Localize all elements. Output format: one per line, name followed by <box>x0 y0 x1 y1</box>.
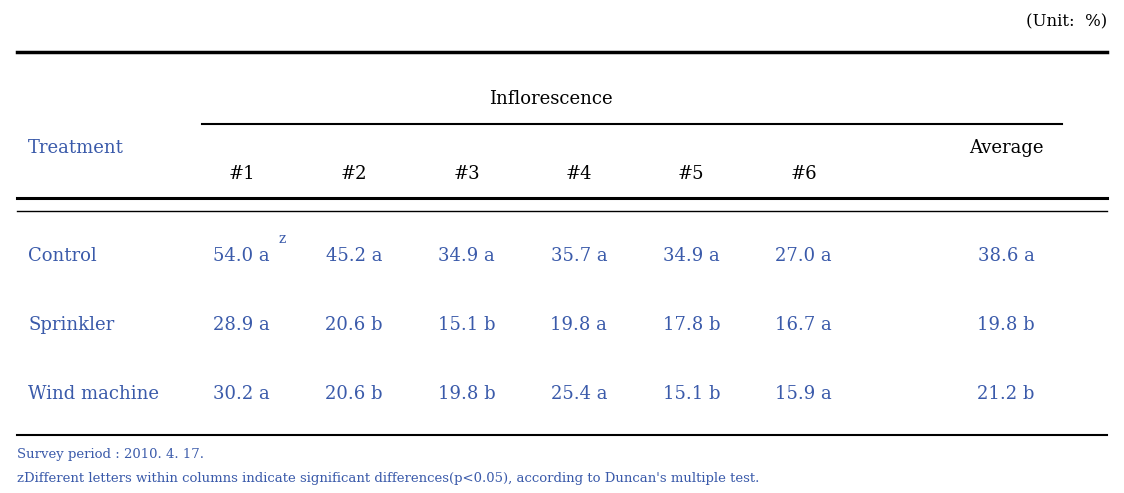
Text: 25.4 a: 25.4 a <box>551 386 607 403</box>
Text: 16.7 a: 16.7 a <box>776 317 832 334</box>
Text: 19.8 b: 19.8 b <box>977 317 1035 334</box>
Text: #4: #4 <box>565 165 592 182</box>
Text: 34.9 a: 34.9 a <box>438 247 495 265</box>
Text: z: z <box>279 232 285 246</box>
Text: 20.6 b: 20.6 b <box>325 386 383 403</box>
Text: 19.8 b: 19.8 b <box>437 386 496 403</box>
Text: 45.2 a: 45.2 a <box>326 247 382 265</box>
Text: #6: #6 <box>790 165 817 182</box>
Text: #5: #5 <box>678 165 705 182</box>
Text: 21.2 b: 21.2 b <box>977 386 1035 403</box>
Text: 17.8 b: 17.8 b <box>662 317 720 334</box>
Text: Inflorescence: Inflorescence <box>489 90 613 107</box>
Text: 35.7 a: 35.7 a <box>551 247 607 265</box>
Text: 30.2 a: 30.2 a <box>214 386 270 403</box>
Text: 15.1 b: 15.1 b <box>437 317 496 334</box>
Text: Average: Average <box>969 139 1043 157</box>
Text: 27.0 a: 27.0 a <box>776 247 832 265</box>
Text: 20.6 b: 20.6 b <box>325 317 383 334</box>
Text: #3: #3 <box>453 165 480 182</box>
Text: 38.6 a: 38.6 a <box>978 247 1034 265</box>
Text: 54.0 a: 54.0 a <box>214 247 270 265</box>
Text: (Unit:  %): (Unit: %) <box>1026 14 1107 31</box>
Text: Survey period : 2010. 4. 17.: Survey period : 2010. 4. 17. <box>17 448 203 461</box>
Text: #2: #2 <box>341 165 368 182</box>
Text: 15.1 b: 15.1 b <box>662 386 720 403</box>
Text: 19.8 a: 19.8 a <box>551 317 607 334</box>
Text: 34.9 a: 34.9 a <box>663 247 719 265</box>
Text: Wind machine: Wind machine <box>28 386 160 403</box>
Text: Control: Control <box>28 247 97 265</box>
Text: zDifferent letters within columns indicate significant differences(p<0.05), acco: zDifferent letters within columns indica… <box>17 472 759 485</box>
Text: Sprinkler: Sprinkler <box>28 317 115 334</box>
Text: 15.9 a: 15.9 a <box>776 386 832 403</box>
Text: Treatment: Treatment <box>28 139 124 157</box>
Text: #1: #1 <box>228 165 255 182</box>
Text: 28.9 a: 28.9 a <box>214 317 270 334</box>
